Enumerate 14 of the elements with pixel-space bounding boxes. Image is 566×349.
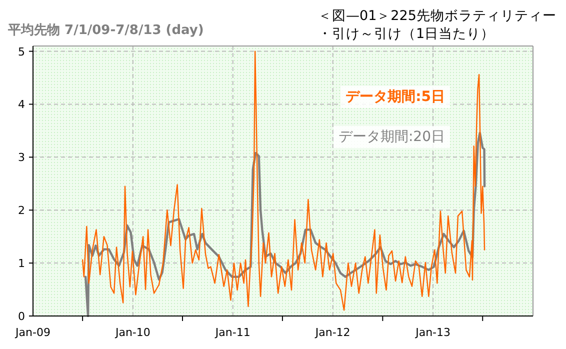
y-tick-label: 0 — [18, 310, 25, 323]
y-tick-label: 2 — [18, 204, 25, 218]
x-tick-label: Jan-10 — [114, 326, 150, 339]
y-tick-label: 4 — [18, 98, 25, 112]
chart-title: ＜図—01＞225先物ボラティリティー・引け～引け（1日当たり） — [318, 8, 556, 42]
y-tick-label: 1 — [18, 257, 25, 270]
chart-subtitle: 平均先物 7/1/09-7/8/13 (day) — [7, 23, 204, 38]
y-tick-label: 3 — [18, 151, 25, 164]
x-tick-label: Jan-09 — [14, 326, 50, 339]
y-tick-label: 5 — [18, 45, 25, 58]
legend: データ期間:5日 データ期間:20日 — [333, 86, 450, 148]
x-tick-label: Jan-13 — [414, 326, 451, 339]
x-tick-label: Jan-11 — [214, 326, 250, 339]
x-tick-label: Jan-12 — [314, 326, 350, 339]
